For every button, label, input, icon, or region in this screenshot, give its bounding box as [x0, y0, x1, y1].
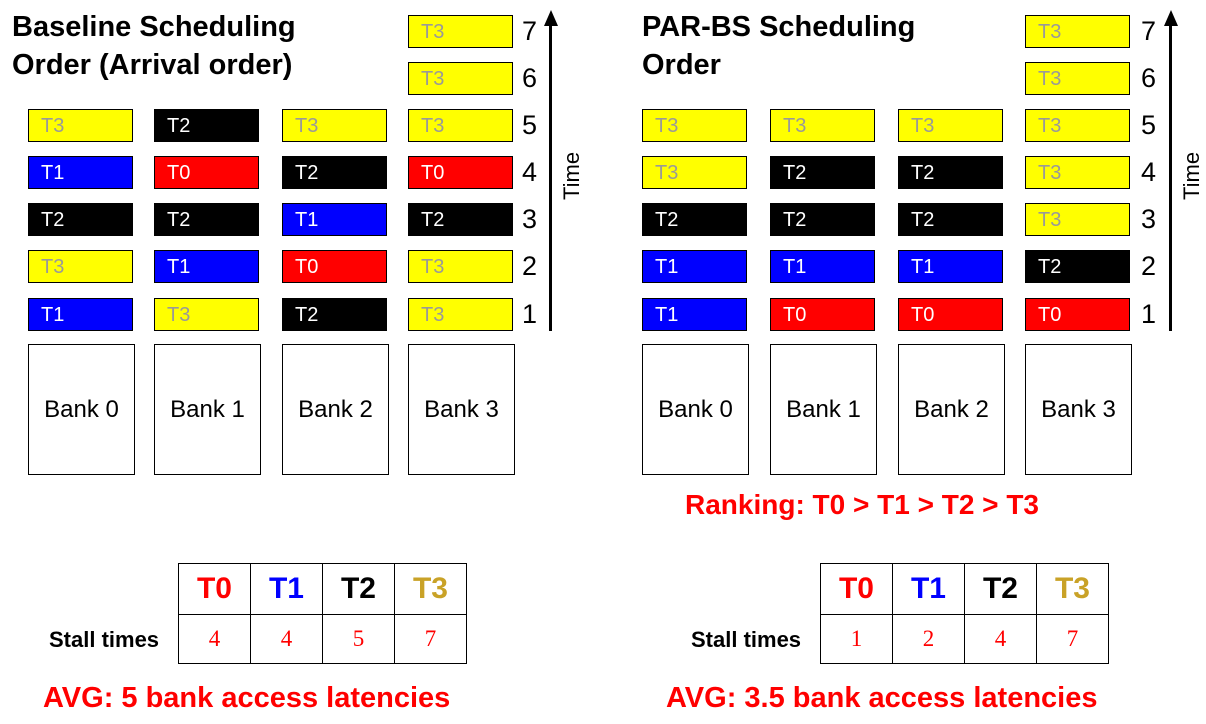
- request-t3: T3: [408, 15, 513, 48]
- time-tick: 6: [1141, 63, 1157, 93]
- stall-value-t1: 2: [892, 614, 965, 664]
- request-t2: T2: [28, 203, 133, 236]
- header-t1: T1: [250, 563, 323, 615]
- time-tick: 6: [522, 63, 538, 93]
- bank-3: Bank 3: [408, 344, 515, 475]
- bank-2: Bank 2: [898, 344, 1005, 475]
- request-t2: T2: [408, 203, 513, 236]
- time-axis: [1169, 22, 1172, 331]
- time-tick: 1: [522, 299, 538, 329]
- request-t3: T3: [1025, 156, 1130, 189]
- request-t0: T0: [154, 156, 259, 189]
- parbs-avg: AVG: 3.5 bank access latencies: [666, 682, 1098, 714]
- request-t2: T2: [154, 203, 259, 236]
- request-t3: T3: [408, 62, 513, 95]
- request-t1: T1: [28, 298, 133, 331]
- bank-2: Bank 2: [282, 344, 389, 475]
- request-t2: T2: [770, 203, 875, 236]
- stall-value-t1: 4: [250, 614, 323, 664]
- time-axis-label: Time: [559, 151, 584, 200]
- request-t1: T1: [154, 250, 259, 283]
- request-t2: T2: [898, 156, 1003, 189]
- stall-value-t2: 4: [964, 614, 1037, 664]
- header-t2: T2: [964, 563, 1037, 615]
- time-arrow-icon: [1163, 10, 1178, 26]
- request-t2: T2: [154, 109, 259, 142]
- baseline-avg: AVG: 5 bank access latencies: [43, 682, 451, 714]
- request-t1: T1: [898, 250, 1003, 283]
- request-t3: T3: [1025, 109, 1130, 142]
- request-t1: T1: [282, 203, 387, 236]
- parbs-stall-table: T0 T1 T2 T3 1 2 4 7: [820, 563, 1109, 664]
- request-t3: T3: [154, 298, 259, 331]
- header-t1: T1: [892, 563, 965, 615]
- time-tick: 4: [1141, 157, 1157, 187]
- request-t1: T1: [642, 250, 747, 283]
- request-t0: T0: [770, 298, 875, 331]
- baseline-stall-table: T0 T1 T2 T3 4 4 5 7: [178, 563, 467, 664]
- request-t3: T3: [28, 109, 133, 142]
- baseline-title: Baseline Scheduling Order (Arrival order…: [12, 11, 296, 81]
- baseline-panel: Baseline Scheduling Order (Arrival order…: [12, 10, 584, 714]
- request-t3: T3: [408, 298, 513, 331]
- header-t0: T0: [178, 563, 251, 615]
- time-tick: 7: [1141, 16, 1157, 46]
- stall-value-t3: 7: [1036, 614, 1109, 664]
- header-t0: T0: [820, 563, 893, 615]
- request-t0: T0: [408, 156, 513, 189]
- request-t3: T3: [642, 109, 747, 142]
- request-t3: T3: [408, 250, 513, 283]
- time-tick: 5: [1141, 110, 1157, 140]
- request-t2: T2: [898, 203, 1003, 236]
- time-tick: 3: [522, 204, 538, 234]
- request-t3: T3: [408, 109, 513, 142]
- bank-1: Bank 1: [770, 344, 877, 475]
- time-tick: 4: [522, 157, 538, 187]
- request-t0: T0: [1025, 298, 1130, 331]
- stall-value-t2: 5: [322, 614, 395, 664]
- header-t2: T2: [322, 563, 395, 615]
- time-tick: 7: [522, 16, 538, 46]
- time-tick: 3: [1141, 204, 1157, 234]
- time-tick: 2: [1141, 251, 1157, 281]
- request-t3: T3: [642, 156, 747, 189]
- request-t2: T2: [282, 156, 387, 189]
- time-tick: 2: [522, 251, 538, 281]
- parbs-panel: PAR-BS Scheduling Order T1 T1 T2 T3 T3 Bank 0…: [614, 0, 1206, 724]
- request-t3: T3: [1025, 62, 1130, 95]
- request-t3: T3: [770, 109, 875, 142]
- request-t1: T1: [642, 298, 747, 331]
- bank-0: Bank 0: [642, 344, 749, 475]
- bank-3: Bank 3: [1025, 344, 1132, 475]
- ranking-text: Ranking: T0 > T1 > T2 > T3: [685, 489, 1039, 520]
- request-t3: T3: [1025, 203, 1130, 236]
- time-tick: 5: [522, 110, 538, 140]
- request-t2: T2: [770, 156, 875, 189]
- request-t2: T2: [282, 298, 387, 331]
- request-t3: T3: [282, 109, 387, 142]
- request-t3: T3: [898, 109, 1003, 142]
- time-axis: [549, 22, 552, 331]
- request-t1: T1: [770, 250, 875, 283]
- request-t3: T3: [1025, 15, 1130, 48]
- time-tick: 1: [1141, 299, 1157, 329]
- request-t2: T2: [1025, 250, 1130, 283]
- request-t0: T0: [282, 250, 387, 283]
- request-t2: T2: [642, 203, 747, 236]
- time-axis-label: Time: [1179, 151, 1204, 200]
- request-t1: T1: [28, 156, 133, 189]
- bank-1: Bank 1: [154, 344, 261, 475]
- request-t3: T3: [28, 250, 133, 283]
- stall-value-t3: 7: [394, 614, 467, 664]
- stall-value-t0: 1: [820, 614, 893, 664]
- bank-0: Bank 0: [28, 344, 135, 475]
- stall-times-label: Stall times: [691, 627, 802, 652]
- time-arrow-icon: [543, 10, 558, 26]
- parbs-title: PAR-BS Scheduling Order: [642, 11, 916, 81]
- request-t0: T0: [898, 298, 1003, 331]
- stall-times-label: Stall times: [49, 627, 160, 652]
- header-t3: T3: [394, 563, 467, 615]
- header-t3: T3: [1036, 563, 1109, 615]
- stall-value-t0: 4: [178, 614, 251, 664]
